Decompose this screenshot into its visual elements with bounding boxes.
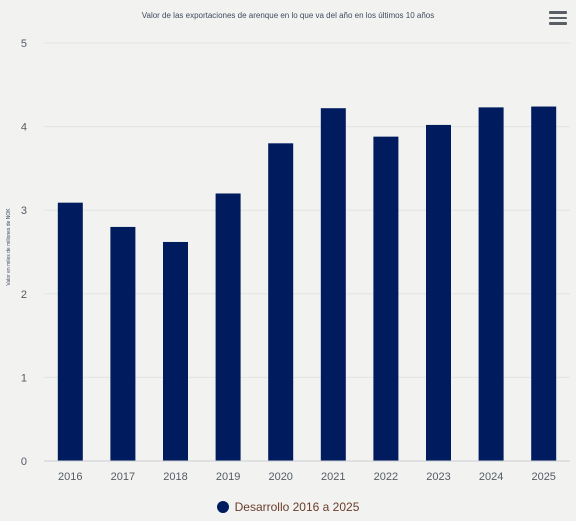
x-tick-label: 2016 bbox=[58, 471, 82, 483]
legend-item[interactable]: Desarrollo 2016 a 2025 bbox=[216, 500, 360, 514]
bar-series bbox=[57, 106, 557, 462]
chart-title: Valor de las exportaciones de arenque en… bbox=[142, 11, 435, 20]
y-axis-ticks: 0 1 2 3 4 5 bbox=[21, 38, 27, 468]
bar-2024[interactable] bbox=[478, 107, 504, 461]
y-tick-label: 1 bbox=[21, 372, 27, 384]
bar-2025[interactable] bbox=[531, 106, 557, 461]
hamburger-menu-icon bbox=[549, 11, 567, 14]
x-axis-ticks: 2016 2017 2018 2019 2020 2021 2022 2023 2024 2025 bbox=[58, 471, 556, 483]
x-tick-label: 2024 bbox=[479, 471, 503, 483]
y-axis-label: Valor en miles de millones de NOK bbox=[6, 208, 12, 286]
y-tick-label: 3 bbox=[21, 205, 27, 217]
y-tick-label: 2 bbox=[21, 289, 27, 301]
x-tick-label: 2022 bbox=[374, 471, 398, 483]
bar-2022[interactable] bbox=[373, 136, 399, 461]
chart-menu-button[interactable] bbox=[549, 11, 567, 27]
x-tick-label: 2023 bbox=[426, 471, 450, 483]
legend-marker bbox=[216, 501, 229, 513]
bar-2021[interactable] bbox=[320, 108, 346, 461]
legend: Desarrollo 2016 a 2025 bbox=[0, 500, 576, 516]
bar-2020[interactable] bbox=[268, 143, 294, 461]
bar-2018[interactable] bbox=[163, 241, 188, 461]
y-tick-label: 5 bbox=[21, 38, 27, 50]
bar-2016[interactable] bbox=[57, 202, 83, 461]
bar-2019[interactable] bbox=[215, 193, 241, 462]
x-tick-label: 2017 bbox=[111, 471, 135, 483]
y-tick-label: 4 bbox=[21, 122, 27, 134]
legend-label: Desarrollo 2016 a 2025 bbox=[234, 500, 360, 514]
y-tick-label: 0 bbox=[21, 456, 27, 468]
x-tick-label: 2019 bbox=[216, 471, 240, 483]
x-tick-label: 2025 bbox=[531, 471, 555, 483]
x-tick-label: 2018 bbox=[163, 471, 187, 483]
x-tick-label: 2021 bbox=[321, 471, 345, 483]
x-tick-label: 2020 bbox=[268, 471, 292, 483]
bar-2017[interactable] bbox=[110, 226, 136, 461]
bar-2023[interactable] bbox=[426, 124, 451, 461]
